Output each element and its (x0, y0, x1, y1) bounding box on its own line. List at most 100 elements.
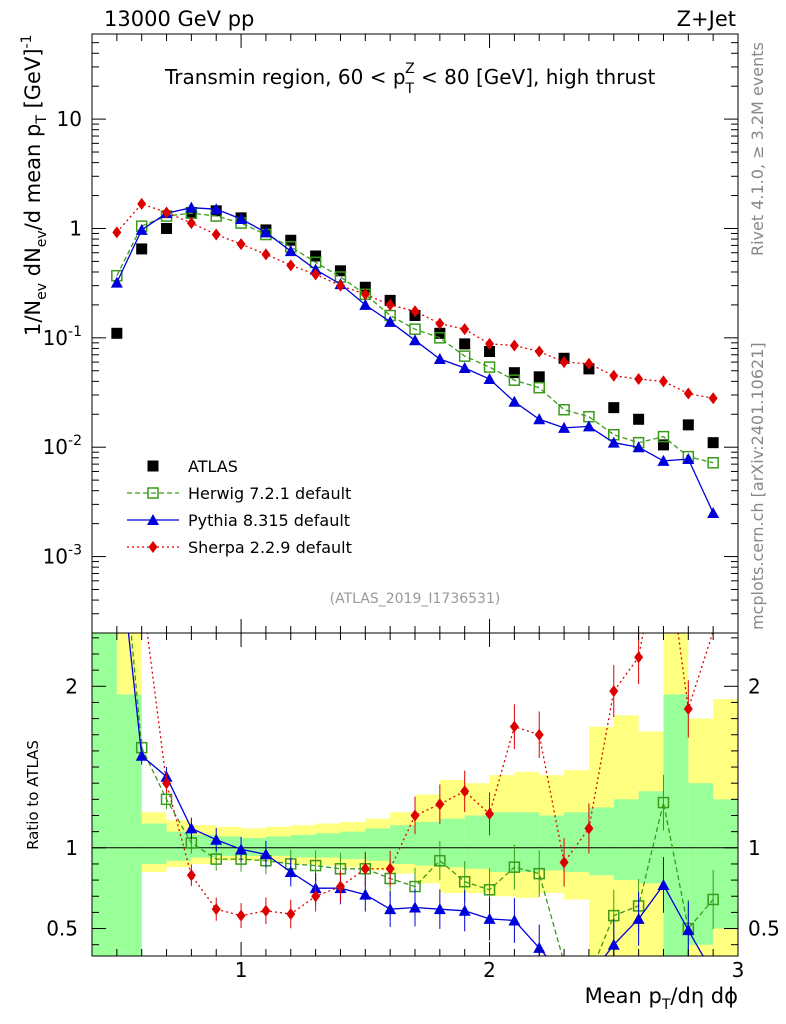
sherpa-2-2-9-default-ratio-point (360, 862, 370, 875)
pythia-8-315-default-ratio-point (235, 843, 248, 855)
legend-marker-sherpa-2-2-9-default (148, 541, 158, 553)
uncertainty-band-inner (340, 831, 366, 860)
tick-exponent: -1 (68, 324, 82, 340)
pythia-8-315-default-ratio-point (259, 848, 272, 860)
sherpa-2-2-9-default-point (584, 357, 594, 370)
pythia-8-315-default-point (359, 298, 372, 310)
y-tick-label-ratio-left: 0.5 (46, 917, 78, 941)
main-series-group (110, 197, 720, 519)
herwig-7-2-1-default-point (558, 403, 570, 416)
uncertainty-band-inner (92, 633, 117, 956)
chart-title: Transmin region, 60 < pTZ < 80 [GeV], hi… (164, 61, 656, 97)
sherpa-2-2-9-default-ratio-point (634, 651, 644, 664)
sherpa-2-2-9-default-ratio-point (559, 856, 569, 869)
herwig-7-2-1-default-point (409, 323, 421, 335)
atlas-point (533, 371, 545, 383)
sherpa-2-2-9-default-point (162, 206, 172, 219)
uncertainty-band-inner (116, 694, 142, 956)
pythia-8-315-default-point (458, 361, 471, 373)
pythia-8-315-default-ratio-point (359, 888, 372, 900)
herwig-7-2-1-default-ratio-point (210, 853, 222, 865)
title-superscript-z: Z (405, 61, 415, 77)
herwig-7-2-1-default-point (707, 457, 719, 469)
uncertainty-band-inner (141, 823, 167, 864)
pythia-8-315-default-point (483, 373, 496, 385)
sherpa-2-2-9-default-point (435, 317, 445, 330)
herwig-7-2-1-default-point (458, 350, 471, 362)
uncertainty-band-inner (688, 783, 714, 945)
pythia-8-315-default-ratio-point (284, 866, 297, 878)
pythia-8-315-default-point (533, 413, 546, 425)
title-text-1: Transmin region, 60 < p (164, 65, 406, 89)
mcplots-label: mcplots.cern.ch [arXiv:2401.10621] (748, 342, 767, 630)
sherpa-2-2-9-default-point (286, 259, 296, 272)
legend-label-sherpa-2-2-9-default: Sherpa 2.2.9 default (188, 538, 352, 557)
sherpa-2-2-9-default-ratio-point (485, 807, 495, 820)
atlas-point (682, 419, 694, 431)
ylabel-part-1: 1/N (21, 300, 45, 336)
sherpa-2-2-9-default-ratio-point (435, 798, 445, 811)
sherpa-2-2-9-default-line (116, 203, 714, 399)
sherpa-2-2-9-default-point (261, 248, 271, 261)
pythia-8-315-default-ratio-point (458, 904, 471, 916)
uncertainty-band-inner (464, 815, 490, 869)
y-tick-label-ratio-left: 1 (65, 836, 78, 860)
atlas-point (633, 413, 645, 425)
legend-marker-herwig-7-2-1-default (147, 487, 159, 499)
header-right-label: Z+Jet (677, 7, 736, 31)
pythia-8-315-default-point (582, 420, 595, 432)
uncertainty-band-inner (514, 812, 540, 873)
legend-marker-pythia-8-315-default (147, 514, 159, 525)
atlas-point (707, 437, 719, 449)
sherpa-2-2-9-default-ratio-point (460, 785, 470, 798)
sherpa-2-2-9-default-point (311, 268, 321, 281)
herwig-7-2-1-default-ratio-point (707, 893, 719, 906)
atlas-point (161, 222, 173, 234)
sherpa-2-2-9-default-point (658, 375, 668, 388)
pythia-8-315-default-point (632, 441, 645, 453)
ylabel-part-2: dN (21, 247, 45, 283)
sherpa-2-2-9-default-ratio-point (410, 809, 420, 822)
pythia-8-315-default-ratio-point (384, 903, 397, 915)
analysis-id-label: (ATLAS_2019_I1736531) (330, 591, 501, 607)
sherpa-2-2-9-default-ratio-point (286, 908, 296, 921)
pythia-8-315-default-point (135, 223, 148, 235)
y-tick-label-ratio-right: 0.5 (748, 917, 780, 941)
x-tick-label: 2 (483, 958, 496, 982)
pythia-8-315-default-point (707, 507, 720, 519)
x-tick-label: 3 (732, 958, 745, 982)
uncertainty-band-inner (216, 836, 242, 856)
pythia-8-315-default-point (558, 421, 571, 433)
pythia-8-315-default-point (235, 213, 248, 225)
y-tick-label-main: 10 (57, 107, 82, 131)
sherpa-2-2-9-default-ratio-point (211, 903, 221, 916)
xlabel-sub-t: T (661, 997, 671, 1013)
ratio-plot-marks (92, 633, 738, 956)
sherpa-2-2-9-default-ratio-point (534, 728, 544, 741)
atlas-point (334, 265, 346, 277)
herwig-7-2-1-default-ratio-point (458, 875, 471, 888)
uncertainty-band-inner (588, 807, 614, 876)
main-plot-marks (110, 197, 720, 519)
pythia-8-315-default-ratio-point (657, 878, 670, 890)
pythia-8-315-default-ratio-point (135, 749, 148, 761)
atlas-point (508, 367, 520, 379)
herwig-7-2-1-default-point (508, 374, 521, 386)
x-tick-label: 1 (235, 958, 248, 982)
sherpa-2-2-9-default-point (708, 392, 718, 405)
atlas-point (285, 234, 297, 246)
sherpa-2-2-9-default-point (360, 288, 370, 301)
pythia-8-315-default-point (409, 334, 421, 346)
ratio-axis-ticks: 0.5 0.5 1 1 2 2 1 2 3 (46, 633, 780, 982)
y-tick-label-main: 10-3 (43, 543, 82, 569)
ylabel-sup: -1 (19, 35, 35, 49)
tick-exponent: -2 (68, 433, 82, 449)
uncertainty-band-inner (315, 833, 341, 858)
uncertainty-band-inner (539, 815, 565, 871)
uncertainty-band-inner (191, 834, 217, 858)
atlas-point (359, 281, 371, 293)
uncertainty-band-inner (265, 836, 291, 856)
sherpa-2-2-9-default-ratio-point (509, 720, 519, 733)
y-axis-label-ratio: Ratio to ATLAS (24, 740, 42, 850)
pythia-8-315-default-ratio-point (632, 912, 645, 924)
